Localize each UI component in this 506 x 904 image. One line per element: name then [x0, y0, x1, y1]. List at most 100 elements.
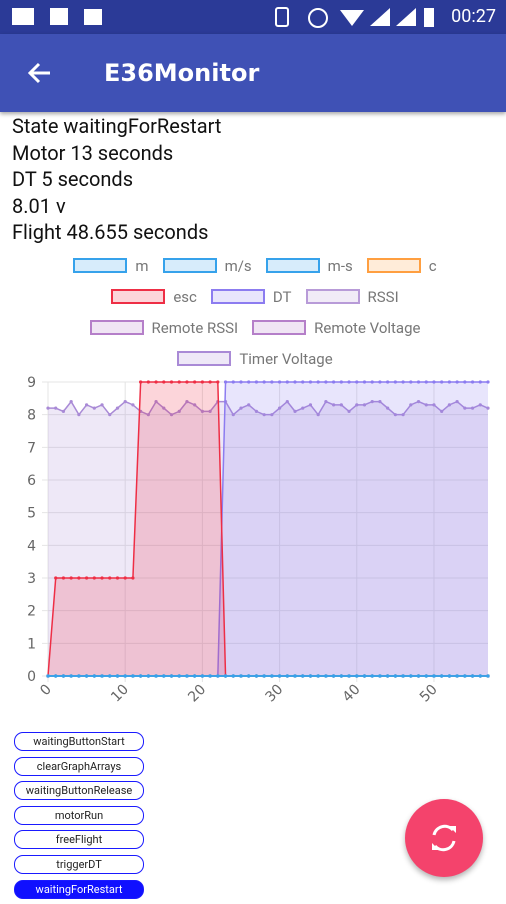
data-point: [362, 403, 367, 407]
data-point: [231, 674, 235, 678]
data-point: [108, 674, 112, 678]
data-point: [378, 380, 382, 384]
legend-swatch: [252, 320, 307, 335]
legend-label: RSSI: [367, 287, 399, 306]
legend-label: DT: [272, 287, 292, 306]
data-point: [277, 406, 282, 410]
y-tick-label: 5: [27, 506, 36, 522]
data-point: [185, 674, 189, 678]
data-point: [146, 674, 150, 678]
data-point: [69, 674, 73, 678]
data-point: [208, 409, 212, 413]
data-point: [69, 400, 73, 404]
data-point: [54, 576, 58, 580]
data-point: [247, 380, 251, 384]
x-tick-label: 20: [185, 682, 209, 706]
data-point: [254, 409, 259, 413]
data-point: [146, 380, 150, 384]
data-point: [185, 380, 189, 384]
x-tick-label: 40: [340, 682, 364, 706]
data-point: [115, 576, 120, 580]
data-point: [339, 674, 343, 678]
status-text: State waitingForRestart Motor 13 seconds D…: [12, 113, 221, 246]
data-point: [416, 380, 421, 384]
data-point: [447, 403, 452, 407]
legend-swatch: [177, 351, 232, 366]
series-area: [48, 382, 488, 676]
legend-item: c: [366, 256, 437, 275]
data-point: [393, 674, 397, 678]
status-line: Flight 48.655 seconds: [12, 220, 209, 245]
back-button[interactable]: [26, 61, 52, 85]
data-point: [84, 674, 89, 678]
legend-swatch: [210, 289, 265, 304]
x-tick-label: 50: [417, 682, 441, 706]
data-point: [84, 576, 89, 580]
data-point: [115, 674, 120, 678]
data-point: [223, 674, 228, 678]
state-button[interactable]: triggerDT: [14, 854, 144, 874]
data-point: [455, 380, 459, 384]
refresh-button[interactable]: [405, 799, 483, 877]
data-point: [115, 406, 120, 410]
status-line: 8.01 v: [12, 193, 66, 218]
legend-swatch: [111, 289, 166, 304]
data-point: [316, 380, 320, 384]
data-point: [470, 674, 475, 678]
y-tick-label: 8: [27, 408, 36, 424]
legend-item: Remote RSSI: [89, 318, 239, 337]
data-point: [285, 400, 289, 404]
state-button[interactable]: motorRun: [14, 805, 144, 825]
data-point: [393, 413, 397, 417]
data-point: [200, 409, 204, 413]
data-point: [108, 413, 112, 417]
data-point: [378, 400, 382, 404]
state-button[interactable]: freeFlight: [14, 830, 144, 850]
data-point: [270, 380, 274, 384]
legend-swatch: [305, 289, 360, 304]
y-tick-label: 0: [27, 669, 36, 685]
data-point: [386, 380, 390, 384]
data-point: [277, 380, 282, 384]
data-point: [285, 380, 289, 384]
legend-label: Remote RSSI: [151, 318, 239, 337]
data-point: [84, 403, 89, 407]
data-point: [401, 413, 405, 417]
data-point: [486, 380, 490, 384]
legend-item: DT: [210, 287, 292, 306]
data-point: [169, 674, 174, 678]
status-line: DT 5 seconds: [12, 167, 134, 192]
data-point: [61, 674, 66, 678]
data-point: [463, 674, 467, 678]
data-point: [478, 674, 482, 678]
data-point: [347, 409, 351, 413]
data-point: [293, 409, 297, 413]
data-point: [254, 380, 259, 384]
data-point: [424, 403, 428, 407]
data-point: [463, 380, 467, 384]
data-point: [339, 380, 343, 384]
state-button[interactable]: clearGraphArrays: [14, 756, 144, 776]
data-point: [46, 406, 50, 410]
data-point: [277, 674, 282, 678]
y-tick-label: 7: [27, 440, 36, 456]
data-point: [324, 400, 328, 404]
data-point: [362, 674, 367, 678]
data-point: [293, 380, 297, 384]
state-button[interactable]: waitingForRestart: [14, 879, 144, 899]
data-point: [378, 674, 382, 678]
data-point: [355, 380, 359, 384]
data-point: [100, 403, 104, 407]
state-button[interactable]: waitingButtonStart: [14, 732, 144, 751]
data-point: [216, 674, 220, 678]
legend-item: m/s: [162, 256, 252, 275]
state-buttons: waitingButtonStart clearGraphArrays waitin…: [14, 732, 144, 904]
data-point: [239, 380, 243, 384]
data-point: [162, 406, 166, 410]
data-point: [339, 403, 343, 407]
data-point: [270, 674, 274, 678]
status-line: State waitingForRestart: [12, 114, 222, 138]
state-button[interactable]: waitingButtonRelease: [14, 781, 144, 801]
x-tick-label: 0: [37, 682, 55, 700]
series-area: [48, 401, 488, 676]
